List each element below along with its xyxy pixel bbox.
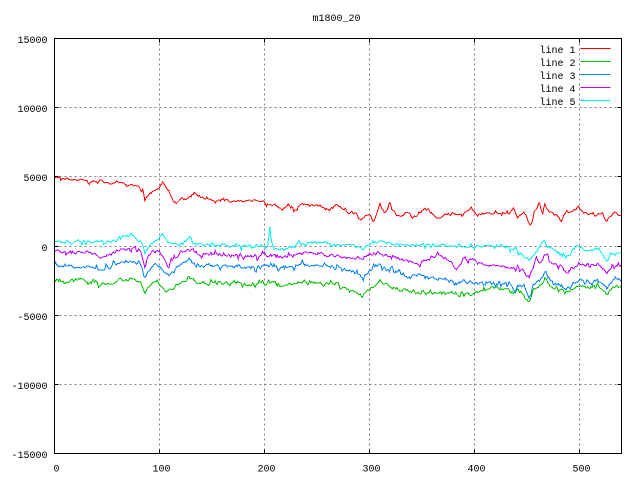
svg-text:-10000: -10000: [11, 382, 47, 393]
svg-text:-5000: -5000: [17, 313, 47, 324]
svg-text:line 1: line 1: [539, 45, 575, 57]
svg-text:line 4: line 4: [539, 84, 575, 96]
svg-text:line 5: line 5: [539, 97, 575, 109]
svg-text:-15000: -15000: [11, 451, 47, 462]
svg-text:10000: 10000: [17, 105, 47, 116]
svg-text:5000: 5000: [23, 174, 47, 185]
svg-text:m1800_20: m1800_20: [312, 14, 360, 25]
svg-text:200: 200: [257, 464, 275, 475]
svg-text:500: 500: [572, 464, 590, 475]
svg-text:300: 300: [362, 464, 380, 475]
svg-text:line 3: line 3: [539, 71, 575, 83]
svg-text:0: 0: [41, 244, 47, 255]
svg-text:15000: 15000: [17, 36, 47, 47]
svg-text:0: 0: [53, 464, 59, 475]
svg-text:line 2: line 2: [539, 58, 575, 70]
svg-text:100: 100: [152, 464, 170, 475]
svg-text:400: 400: [467, 464, 485, 475]
